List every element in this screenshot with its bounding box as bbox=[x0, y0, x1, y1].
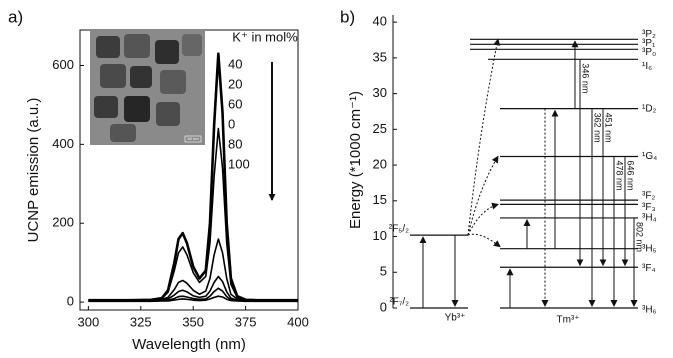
emission-label: 346 nm bbox=[581, 63, 591, 93]
legend-entry: 20 bbox=[228, 76, 242, 91]
legend-entry: 60 bbox=[228, 96, 242, 111]
legend-entry: 40 bbox=[228, 56, 242, 71]
x-tick-label: 325 bbox=[130, 314, 152, 329]
y-tick-label: 25 bbox=[373, 121, 387, 136]
energy-transfer bbox=[468, 234, 500, 246]
energy-transfer bbox=[468, 204, 498, 235]
y-tick-label: 15 bbox=[373, 192, 387, 207]
x-tick-label: 375 bbox=[235, 314, 257, 329]
y-axis-label: Energy (*1000 cm⁻¹) bbox=[347, 91, 364, 229]
level-label: ¹G₄ bbox=[642, 151, 657, 162]
legend-entry: 0 bbox=[228, 116, 235, 131]
y-tick-label: 10 bbox=[373, 228, 387, 243]
y-axis-label: UCNP emission (a.u.) bbox=[25, 98, 42, 243]
x-tick-label: 350 bbox=[182, 314, 204, 329]
emission-label: 478 nm bbox=[615, 160, 625, 190]
y-tick-label: 0 bbox=[380, 299, 387, 314]
y-tick-label: 600 bbox=[52, 57, 74, 72]
ion-label: Tm³⁺ bbox=[556, 315, 579, 326]
level-label: ¹D₂ bbox=[642, 103, 657, 114]
y-tick-label: 30 bbox=[373, 85, 387, 100]
x-tick-label: 400 bbox=[287, 314, 309, 329]
ion-label: Yb³⁺ bbox=[445, 313, 466, 324]
emission-label: 451 nm bbox=[604, 113, 614, 143]
y-tick-label: 5 bbox=[380, 264, 387, 279]
y-tick-label: 20 bbox=[373, 157, 387, 172]
panel-label: b) bbox=[340, 7, 355, 26]
level-label: ²F₅/₂ bbox=[389, 224, 409, 235]
legend-title: K⁺ in mol% bbox=[232, 29, 298, 44]
y-tick-label: 0 bbox=[67, 294, 74, 309]
x-axis-label: Wavelength (nm) bbox=[132, 336, 246, 353]
legend-entry: 80 bbox=[228, 136, 242, 151]
legend-entry: 100 bbox=[228, 156, 250, 171]
x-tick-label: 300 bbox=[78, 314, 100, 329]
level-label: ¹I₆ bbox=[642, 61, 652, 72]
emission-label: 362 nm bbox=[593, 113, 603, 143]
energy-transfer bbox=[468, 156, 498, 235]
level-label: ³F₄ bbox=[642, 263, 656, 274]
inset-image: 50 nm bbox=[90, 30, 205, 145]
y-tick-label: 35 bbox=[373, 49, 387, 64]
emission-label: 802 nm bbox=[635, 222, 645, 252]
emission-label: 646 nm bbox=[626, 160, 636, 190]
level-label: ³H₆ bbox=[642, 305, 657, 316]
panel-label: a) bbox=[8, 7, 23, 26]
series-line bbox=[88, 276, 298, 300]
level-label: ³F₃ bbox=[642, 202, 656, 213]
level-label: ³F₂ bbox=[642, 191, 655, 202]
series-line bbox=[88, 129, 298, 301]
level-label: ³P₀ bbox=[642, 47, 656, 58]
level-label: ²F₇/₂ bbox=[389, 297, 409, 308]
figure: a) b) 50 nm K⁺ in mol% Wavelength (nm) U… bbox=[0, 0, 673, 358]
y-tick-label: 400 bbox=[52, 136, 74, 151]
y-tick-label: 40 bbox=[373, 14, 387, 29]
y-tick-label: 200 bbox=[52, 215, 74, 230]
inset-scale: 50 nm bbox=[187, 136, 199, 141]
series-line bbox=[88, 239, 298, 301]
energy-transfer bbox=[468, 39, 498, 235]
